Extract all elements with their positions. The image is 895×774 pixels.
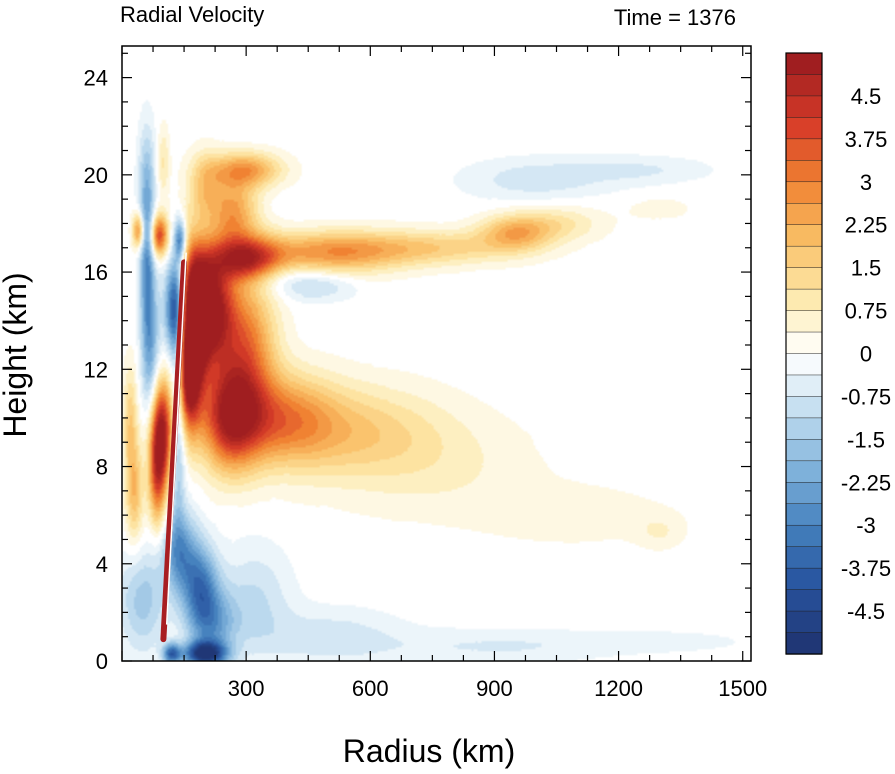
colorbar-swatch — [785, 417, 823, 441]
colorbar-swatch — [785, 181, 823, 204]
colorbar-swatch — [785, 117, 823, 140]
colorbar-label: -1.5 — [847, 427, 885, 452]
colorbar-label: 1.5 — [851, 256, 882, 281]
colorbar-swatch — [785, 95, 823, 119]
x-tick-label: 1500 — [718, 676, 767, 701]
colorbar-labels: 4.5 3.75 3 2.25 1.5 0.75 0 -0.75 -1.5 -2.25 -3 -3.7… — [841, 84, 891, 624]
colorbar-swatch — [785, 160, 823, 183]
colorbar-label: 2.25 — [845, 213, 888, 238]
colorbar-swatch — [785, 224, 823, 247]
colorbar-swatch — [785, 610, 823, 634]
colorbar-label: 3 — [860, 170, 872, 195]
colorbar: 4.5 3.75 3 2.25 1.5 0.75 0 -0.75 -1.5 -2.25 -3 -3.7… — [785, 52, 891, 655]
y-tick-labels: 0 4 8 12 16 20 24 — [84, 66, 108, 674]
colorbar-swatch — [785, 245, 823, 269]
colorbar-swatch — [785, 374, 823, 398]
colorbar-swatch — [785, 310, 823, 333]
y-tick-label: 20 — [84, 163, 108, 188]
plot-area — [121, 45, 752, 662]
colorbar-swatch — [785, 546, 823, 569]
colorbar-swatches — [785, 52, 823, 655]
colorbar-swatch — [785, 567, 823, 591]
colorbar-label: -2.25 — [841, 470, 891, 495]
eyewall-edge-streak — [165, 252, 187, 625]
colorbar-label: -3.75 — [841, 556, 891, 581]
colorbar-swatch — [785, 439, 823, 462]
colorbar-label: -0.75 — [841, 384, 891, 409]
colorbar-label: -3 — [856, 513, 876, 538]
colorbar-swatch — [785, 524, 823, 548]
chart-subtitle: Time = 1376 — [614, 5, 736, 30]
colorbar-swatch — [785, 460, 823, 483]
colorbar-swatch — [785, 503, 823, 526]
x-tick-label: 600 — [352, 676, 389, 701]
colorbar-swatch — [785, 331, 823, 355]
x-tick-label: 300 — [228, 676, 265, 701]
colorbar-swatch — [785, 396, 823, 419]
colorbar-swatch — [785, 138, 823, 161]
colorbar-swatch — [785, 52, 823, 76]
y-tick-label: 24 — [84, 66, 108, 91]
x-axis-label: Radius (km) — [343, 733, 515, 769]
colorbar-swatch — [785, 632, 823, 655]
velocity-field — [122, 46, 751, 661]
axis-ticks — [121, 46, 751, 662]
plot-frame — [121, 45, 752, 662]
y-tick-label: 0 — [96, 649, 108, 674]
colorbar-swatch — [785, 288, 823, 312]
y-tick-label: 4 — [96, 552, 108, 577]
colorbar-label: 0 — [860, 342, 872, 367]
colorbar-label: 0.75 — [845, 299, 888, 324]
chart-title: Radial Velocity — [120, 2, 264, 27]
x-tick-labels: 300 600 900 1200 1500 — [228, 676, 767, 701]
colorbar-swatch — [785, 74, 823, 97]
colorbar-swatch — [785, 353, 823, 376]
colorbar-swatch — [785, 589, 823, 612]
eyewall-outflow-streak — [160, 259, 188, 643]
colorbar-label: 3.75 — [845, 127, 888, 152]
colorbar-frame — [785, 52, 823, 655]
y-tick-label: 8 — [96, 455, 108, 480]
colorbar-label: -4.5 — [847, 599, 885, 624]
y-tick-label: 16 — [84, 260, 108, 285]
colorbar-label: 4.5 — [851, 84, 882, 109]
y-tick-label: 12 — [84, 357, 108, 382]
colorbar-swatch — [785, 482, 823, 505]
colorbar-swatch — [785, 203, 823, 226]
x-tick-label: 1200 — [594, 676, 643, 701]
velocity-streaks — [160, 252, 188, 643]
x-tick-label: 900 — [476, 676, 513, 701]
colorbar-swatch — [785, 267, 823, 290]
y-axis-label: Height (km) — [0, 272, 33, 437]
